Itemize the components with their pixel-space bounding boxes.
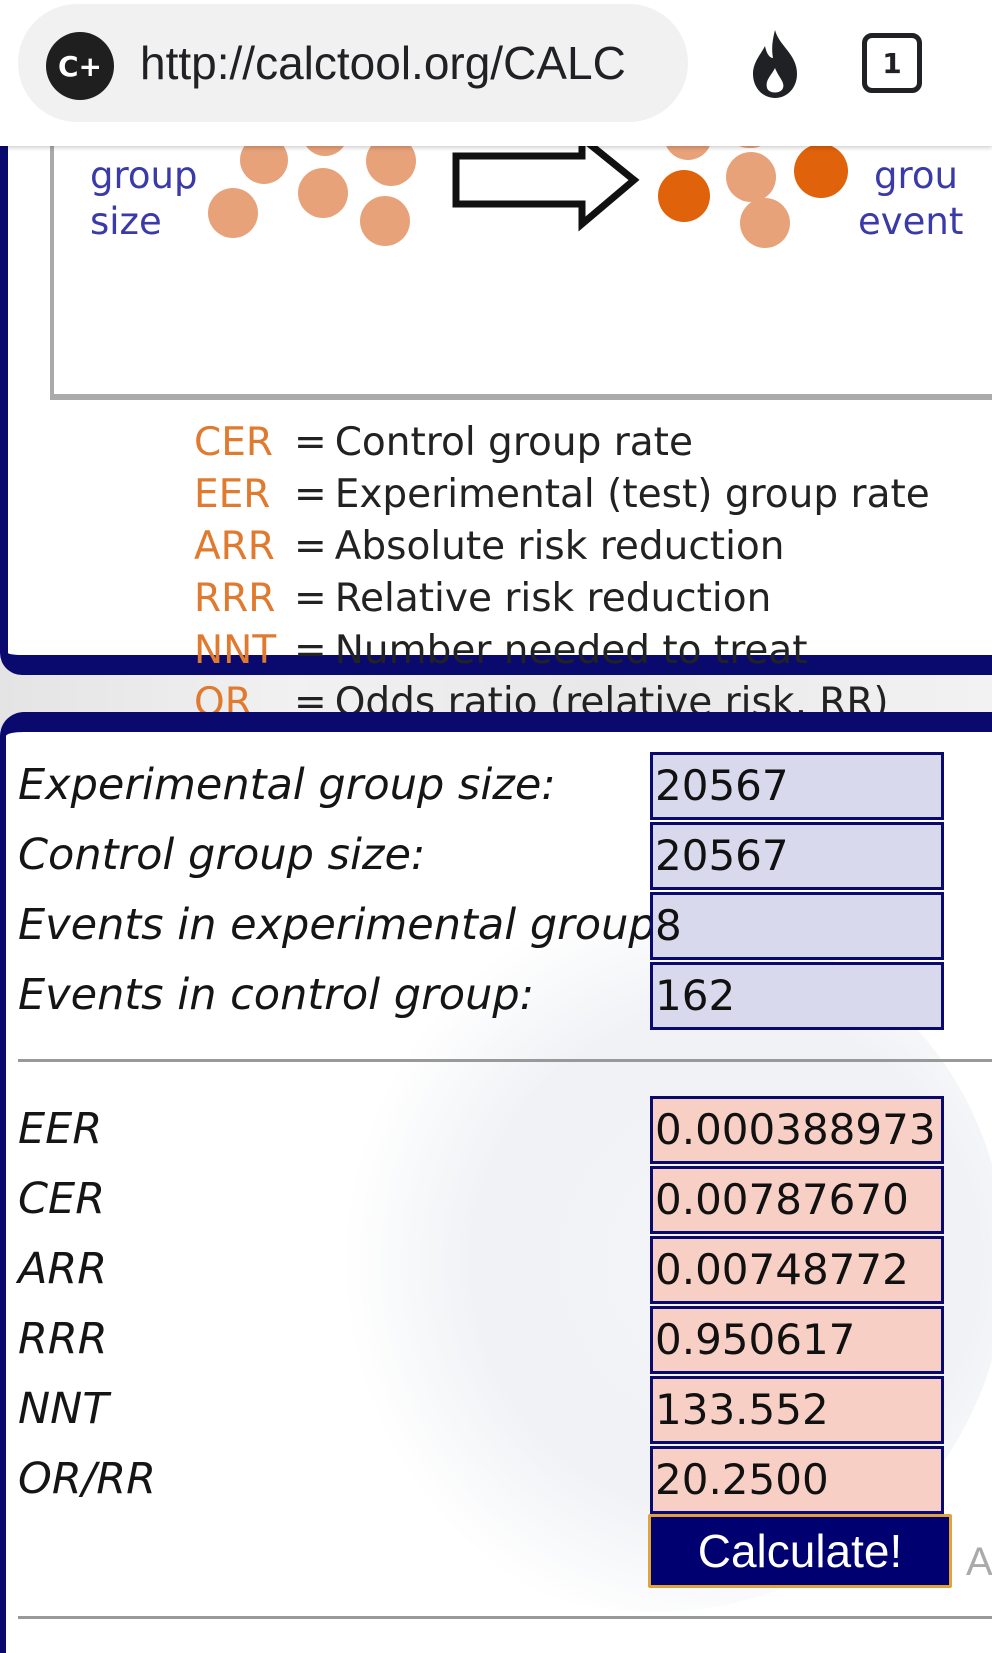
info-panel: group size grou event CER = Control group …	[0, 120, 992, 725]
cer-output[interactable]: 0.00787670	[650, 1166, 944, 1234]
legend-row-rrr: RRR = Relative risk reduction	[194, 576, 772, 621]
group-diagram: group size grou event	[50, 126, 992, 400]
diagram-left-label-1: group	[90, 154, 198, 197]
experimental-events-input[interactable]: 8	[650, 892, 944, 960]
arr-output[interactable]: 0.00748772	[650, 1236, 944, 1304]
legend-abbr: RRR	[194, 576, 276, 621]
divider	[18, 1059, 992, 1062]
event-dot	[794, 144, 848, 198]
output-row-eer: EER 0.000388973	[12, 1096, 992, 1166]
trailing-text: A	[966, 1540, 992, 1584]
control-size-input[interactable]: 20567	[650, 822, 944, 890]
diagram-right-label-2: event	[858, 200, 964, 243]
group-dot	[208, 188, 258, 238]
group-dot	[740, 198, 790, 248]
legend-abbr: ARR	[194, 524, 275, 569]
output-row-nnt: NNT 133.552	[12, 1376, 992, 1446]
input-row-experimental-events: Events in experimental group: 8	[12, 892, 992, 962]
output-row-arr: ARR 0.00748772	[12, 1236, 992, 1306]
address-bar[interactable]: C+ http://calctool.org/CALC	[18, 4, 688, 122]
calculate-button[interactable]: Calculate!	[648, 1514, 952, 1588]
group-dot	[726, 152, 776, 202]
abbreviation-legend: CER = Control group rate EER = Experimental …	[194, 420, 930, 732]
event-dot	[658, 170, 710, 222]
legend-row-nnt: NNT = Number needed to treat	[194, 628, 808, 673]
arrow-right-icon	[452, 134, 640, 232]
control-size-label: Control group size:	[18, 830, 426, 880]
url-text[interactable]: http://calctool.org/CALC	[140, 37, 626, 89]
control-events-input[interactable]: 162	[650, 962, 944, 1030]
input-row-control-size: Control group size: 20567	[12, 822, 992, 892]
tabs-icon[interactable]: 1	[862, 33, 922, 93]
group-dot	[298, 168, 348, 218]
diagram-left-label-2: size	[90, 200, 162, 243]
diagram-right-label-1: grou	[874, 154, 958, 197]
legend-desc: Number needed to treat	[334, 628, 808, 673]
nnt-output[interactable]: 133.552	[650, 1376, 944, 1444]
legend-desc: Relative risk reduction	[334, 576, 772, 621]
experimental-size-input[interactable]: 20567	[650, 752, 944, 820]
eer-output[interactable]: 0.000388973	[650, 1096, 944, 1164]
eer-label: EER	[18, 1104, 103, 1154]
control-events-label: Events in control group:	[18, 970, 535, 1020]
legend-abbr: CER	[194, 420, 273, 465]
output-row-rrr: RRR 0.950617	[12, 1306, 992, 1376]
experimental-events-label: Events in experimental group:	[18, 900, 671, 950]
input-row-experimental-size: Experimental group size: 20567	[12, 752, 992, 822]
legend-desc: Absolute risk reduction	[334, 524, 785, 569]
legend-row-arr: ARR = Absolute risk reduction	[194, 524, 785, 569]
legend-abbr: NNT	[194, 628, 277, 673]
output-row-cer: CER 0.00787670	[12, 1166, 992, 1236]
group-dot	[360, 196, 410, 246]
experimental-size-label: Experimental group size:	[18, 760, 556, 810]
site-badge-icon[interactable]: C+	[46, 32, 114, 100]
or-rr-label: OR/RR	[18, 1454, 156, 1504]
legend-row-eer: EER = Experimental (test) group rate	[194, 472, 930, 517]
fire-icon[interactable]	[745, 28, 805, 100]
rrr-label: RRR	[18, 1314, 108, 1364]
legend-desc: Control group rate	[334, 420, 693, 465]
arr-label: ARR	[18, 1244, 108, 1294]
legend-row-cer: CER = Control group rate	[194, 420, 693, 465]
legend-desc: Experimental (test) group rate	[334, 472, 930, 517]
legend-abbr: EER	[194, 472, 271, 517]
nnt-label: NNT	[18, 1384, 109, 1434]
or-rr-output[interactable]: 20.2500	[650, 1446, 944, 1514]
output-row-or-rr: OR/RR 20.2500	[12, 1446, 992, 1516]
cer-label: CER	[18, 1174, 106, 1224]
browser-toolbar: C+ http://calctool.org/CALC 1	[0, 0, 992, 146]
divider	[18, 1616, 992, 1619]
input-row-control-events: Events in control group: 162	[12, 962, 992, 1032]
rrr-output[interactable]: 0.950617	[650, 1306, 944, 1374]
